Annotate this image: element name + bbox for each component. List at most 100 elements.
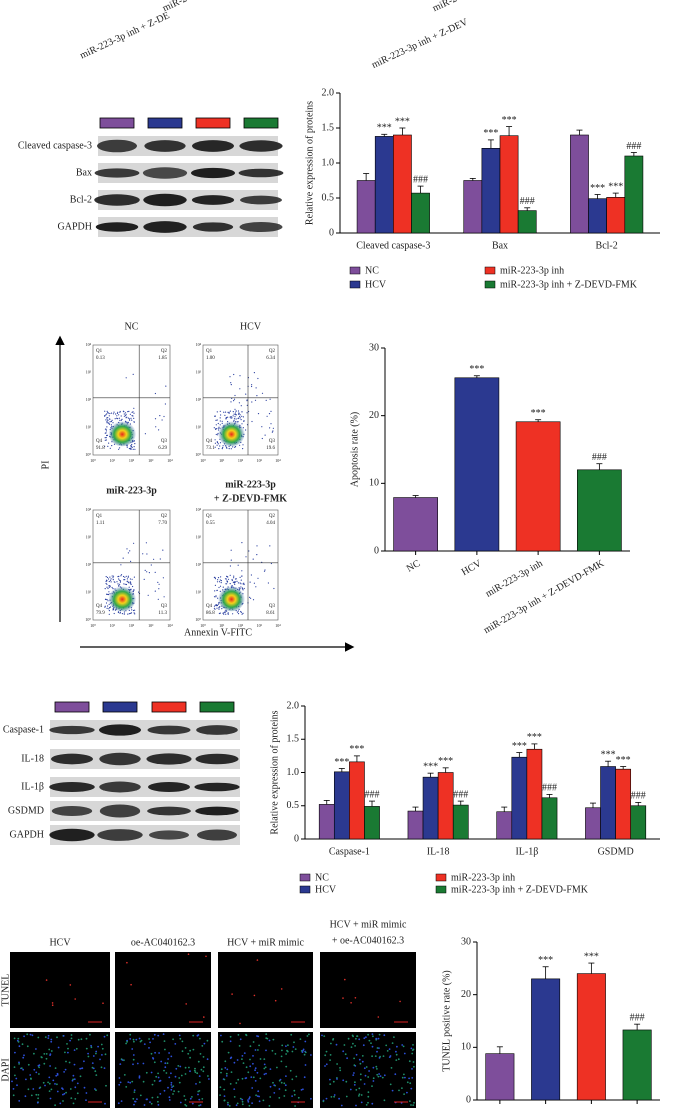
quadrant-name: Q1 (96, 349, 103, 354)
dapi-nucleus (12, 1094, 15, 1097)
dapi-nucleus (149, 1101, 151, 1103)
dapi-nucleus (94, 1070, 97, 1073)
dapi-nucleus (103, 1067, 106, 1069)
flow-dot (104, 605, 106, 607)
dapi-nucleus (257, 1049, 259, 1051)
dapi-nucleus (249, 1045, 252, 1048)
dapi-nucleus (363, 1037, 366, 1040)
dapi-nucleus (23, 1035, 25, 1038)
dapi-nucleus (375, 1037, 378, 1040)
dapi-nucleus (162, 1033, 165, 1035)
flow-dot (217, 434, 219, 436)
dapi-nucleus (242, 1062, 245, 1064)
dapi-nucleus (191, 1102, 194, 1105)
dapi-nucleus (37, 1064, 40, 1067)
flow-dot (220, 580, 222, 582)
significance-mark: *** (608, 181, 623, 192)
dapi-nucleus (66, 1043, 68, 1045)
flow-dot (107, 600, 109, 602)
flow-dot (110, 581, 112, 583)
bar (541, 797, 558, 840)
y-tick-label: 0.5 (287, 800, 300, 811)
dapi-nucleus (197, 1060, 200, 1063)
cropped-label: miR-2 (431, 0, 459, 14)
dapi-nucleus (353, 1072, 355, 1074)
flow-dot (222, 445, 224, 447)
dapi-nucleus (158, 1052, 161, 1054)
tunel-signal (51, 1004, 54, 1006)
blot-band (196, 829, 238, 841)
quadrant-name: Q1 (206, 349, 213, 354)
x-tick-label: IL-1β (515, 846, 538, 857)
dapi-nucleus (18, 1063, 20, 1065)
flow-dot (133, 612, 135, 614)
dapi-nucleus (370, 1042, 372, 1045)
blot-band (97, 829, 143, 841)
dapi-nucleus (388, 1048, 391, 1050)
tunel-signal (51, 1002, 54, 1004)
flow-dot (250, 574, 252, 576)
dapi-nucleus (345, 1080, 348, 1083)
dapi-nucleus (135, 1038, 138, 1041)
dapi-nucleus (30, 1078, 32, 1080)
y-axis-label: Relative expression of proteins (269, 710, 280, 834)
bar (585, 807, 601, 840)
flow-dot (118, 579, 121, 581)
flow-dot (232, 446, 234, 448)
dapi-nucleus (43, 1062, 46, 1065)
dapi-nucleus (283, 1082, 286, 1085)
dapi-nucleus (57, 1046, 60, 1049)
dapi-nucleus (164, 1062, 167, 1065)
flow-dot (123, 413, 125, 415)
flow-dot (107, 605, 109, 607)
dapi-nucleus (412, 1048, 415, 1051)
dapi-nucleus (287, 1044, 289, 1047)
dapi-nucleus (343, 1044, 346, 1046)
bar (485, 1053, 515, 1101)
dapi-nucleus (104, 1053, 107, 1056)
dapi-nucleus (69, 1088, 72, 1090)
dapi-nucleus (129, 1033, 132, 1036)
flow-dot (129, 418, 131, 420)
significance-mark: ### (365, 789, 380, 800)
flow-dot (105, 414, 107, 416)
dapi-nucleus (308, 1033, 310, 1036)
dapi-nucleus (95, 1089, 97, 1092)
dapi-nucleus (119, 1063, 122, 1065)
dapi-nucleus (361, 1060, 364, 1063)
flow-dot (234, 408, 236, 410)
tunel-signal (344, 978, 346, 981)
dapi-nucleus (241, 1077, 244, 1080)
legend-swatch (349, 266, 361, 275)
flow-dot (272, 427, 274, 429)
dapi-nucleus (168, 1099, 171, 1101)
blot-strip (50, 749, 240, 769)
flow-dot (106, 422, 108, 424)
dapi-nucleus (85, 1099, 87, 1101)
flow-dot (124, 579, 126, 581)
dapi-nucleus (398, 1089, 400, 1092)
bar (393, 497, 438, 552)
flow-dot (232, 415, 234, 417)
flow-dot (237, 610, 239, 612)
dapi-nucleus (238, 1045, 241, 1047)
dapi-nucleus (354, 1081, 356, 1084)
legend-swatch (484, 280, 496, 289)
flow-dot (124, 576, 126, 578)
dapi-nucleus (228, 1105, 231, 1107)
flow-dot (251, 384, 253, 386)
dapi-nucleus (181, 1050, 184, 1053)
dapi-nucleus (278, 1097, 281, 1099)
dapi-nucleus (402, 1045, 405, 1048)
flow-dot (213, 427, 215, 429)
flow-dot (133, 440, 135, 442)
dapi-nucleus (103, 1035, 106, 1038)
dapi-nucleus (62, 1035, 65, 1037)
dapi-nucleus (95, 1052, 97, 1055)
dapi-nucleus (47, 1034, 50, 1037)
dapi-nucleus (362, 1044, 365, 1047)
legend-swatch (299, 873, 311, 882)
flow-tick: 10² (86, 397, 92, 402)
significance-mark: *** (502, 115, 517, 126)
